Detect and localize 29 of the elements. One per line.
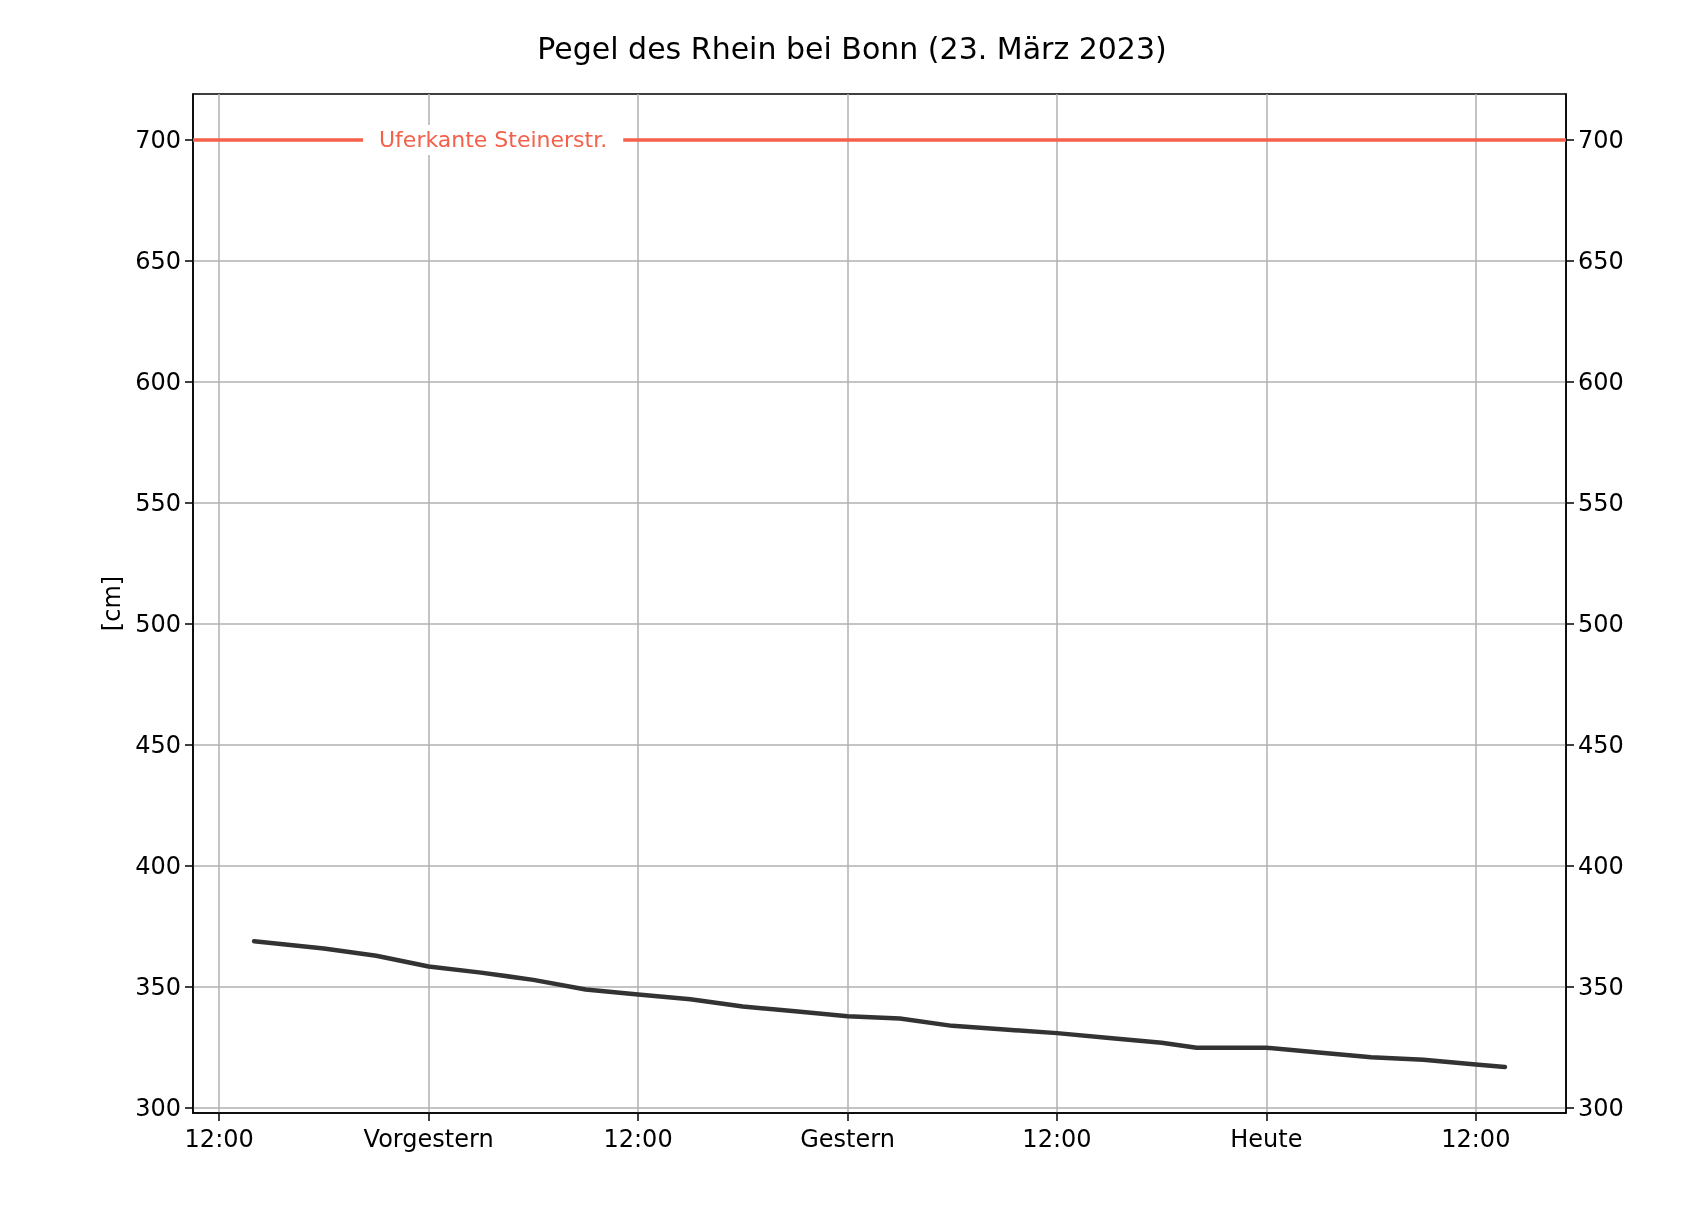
x-tick-label: 12:00 bbox=[603, 1125, 673, 1153]
y2-tick-label: 700 bbox=[1578, 125, 1624, 154]
x-tick-label: Vorgestern bbox=[363, 1125, 494, 1153]
y-tick-label: 450 bbox=[135, 731, 181, 760]
y-tick-label: 300 bbox=[135, 1094, 181, 1123]
x-tick-label: 12:00 bbox=[1441, 1125, 1511, 1153]
ref-line-label: Uferkante Steinerstr. bbox=[379, 127, 608, 153]
x-tick-label: Heute bbox=[1230, 1125, 1303, 1153]
y2-tick-label: 300 bbox=[1578, 1094, 1624, 1123]
y2-tick-label: 650 bbox=[1578, 247, 1624, 276]
line-series bbox=[251, 938, 1508, 1070]
y-axis-title: [cm] bbox=[98, 575, 127, 632]
x-tick-label: Gestern bbox=[800, 1125, 895, 1153]
x-tick-label: 12:00 bbox=[1022, 1125, 1092, 1153]
y2-tick-label: 400 bbox=[1578, 852, 1624, 881]
y2-tick-label: 350 bbox=[1578, 973, 1624, 1002]
y2-tick-label: 500 bbox=[1578, 610, 1624, 639]
y-tick-label: 350 bbox=[135, 973, 181, 1002]
y-tick-label: 650 bbox=[135, 247, 181, 276]
y2-tick-label: 450 bbox=[1578, 731, 1624, 760]
y2-tick-label: 600 bbox=[1578, 368, 1624, 397]
y-tick-label: 400 bbox=[135, 852, 181, 881]
y-tick-label: 550 bbox=[135, 489, 181, 518]
y2-tick-label: 550 bbox=[1578, 489, 1624, 518]
chart-title: Pegel des Rhein bei Bonn (23. März 2023) bbox=[537, 30, 1167, 66]
y-tick-label: 500 bbox=[135, 610, 181, 639]
y-tick-label: 700 bbox=[135, 125, 181, 154]
y-tick-label: 600 bbox=[135, 368, 181, 397]
x-tick-label: 12:00 bbox=[184, 1125, 254, 1153]
